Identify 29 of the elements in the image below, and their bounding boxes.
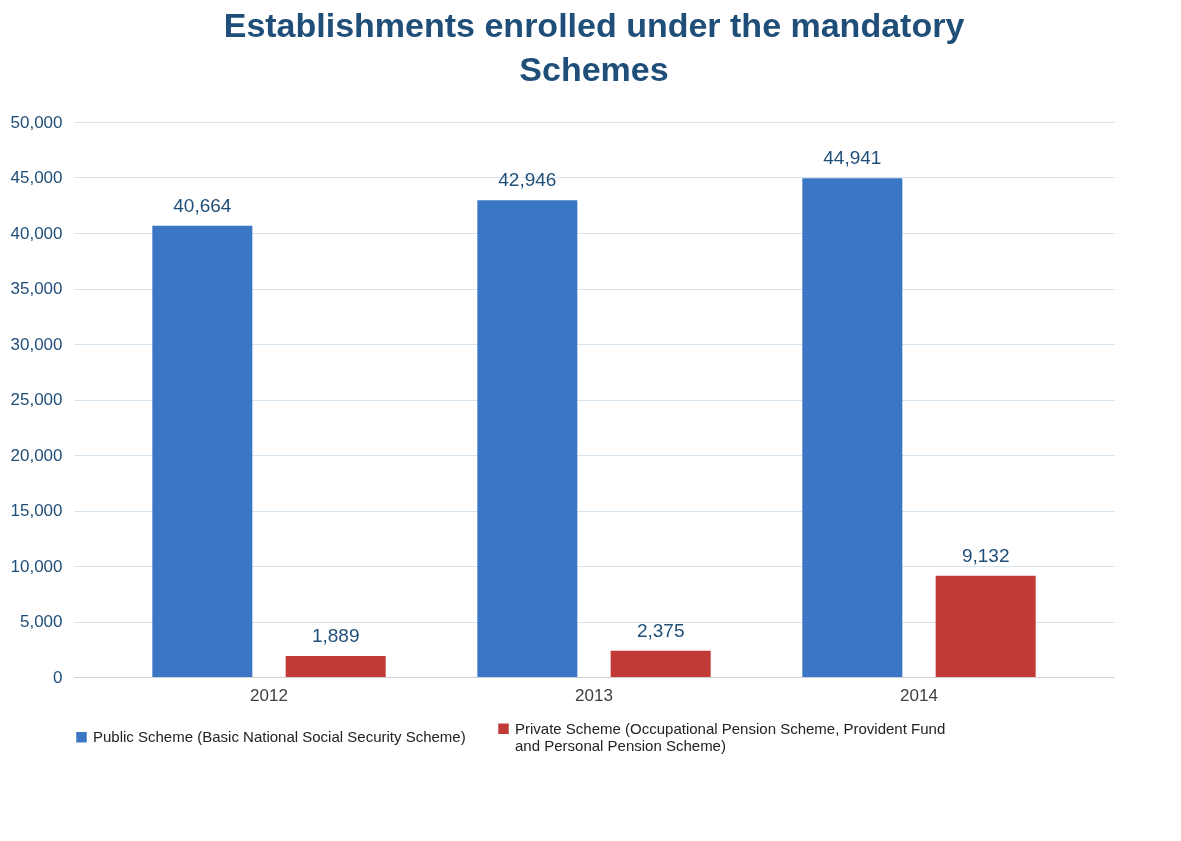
y-tick-label: 5,000 xyxy=(19,612,63,631)
data-label: 44,941 xyxy=(823,147,882,169)
y-tick-label: 25,000 xyxy=(10,390,63,409)
legend-label: Public Scheme (Basic National Social Security Scheme) xyxy=(93,728,466,746)
y-tick-label: 0 xyxy=(53,667,63,687)
bar xyxy=(285,656,386,677)
x-tick-label: 2013 xyxy=(575,685,613,705)
chart-title: Establishments enrolled under the mandatory Schemes xyxy=(223,6,965,88)
bar xyxy=(610,650,711,677)
y-tick-label: 15,000 xyxy=(10,501,63,520)
data-label: 42,946 xyxy=(498,169,557,191)
bar xyxy=(477,200,578,677)
y-tick-label: 30,000 xyxy=(10,334,63,354)
legend-label: Private Scheme (Occupational Pension Scheme, Provident Fund and Personal Pension Scheme) xyxy=(515,719,946,754)
x-tick-label: 2012 xyxy=(250,685,288,705)
data-label: 1,889 xyxy=(311,625,360,647)
x-tick-label: 2014 xyxy=(900,685,938,705)
bar xyxy=(802,178,903,677)
data-label: 9,132 xyxy=(961,544,1010,566)
bar xyxy=(152,225,253,677)
y-tick-label: 20,000 xyxy=(10,445,63,465)
data-label: 2,375 xyxy=(636,619,685,641)
bar xyxy=(935,575,1036,677)
y-tick-label: 40,000 xyxy=(10,223,63,243)
y-tick-label: 10,000 xyxy=(10,556,63,576)
y-tick-label: 35,000 xyxy=(10,279,63,298)
data-label: 40,664 xyxy=(173,194,232,216)
y-tick-label: 50,000 xyxy=(10,112,63,132)
y-tick-label: 45,000 xyxy=(10,168,63,187)
